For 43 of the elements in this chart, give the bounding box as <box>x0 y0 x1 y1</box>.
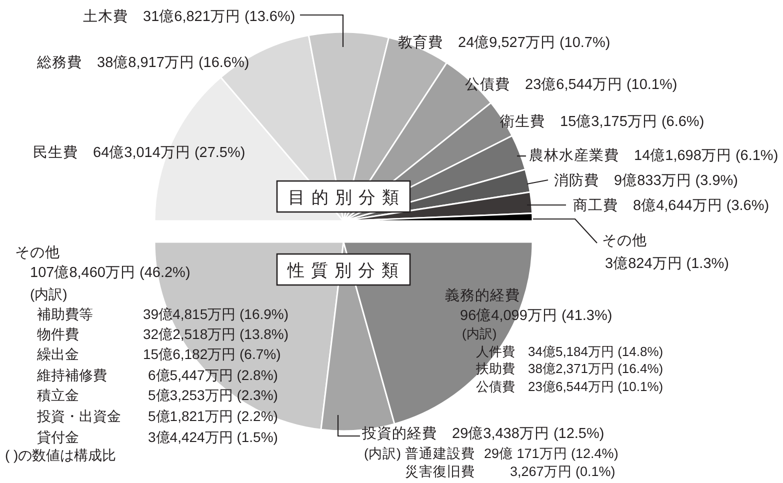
annotation: 5億1,821万円 (2.2%) <box>148 408 278 424</box>
annotation: 39億4,815万円 (16.9%) <box>143 306 289 322</box>
value-label: 107億8,460万円 (46.2%) <box>30 265 190 281</box>
annotation: (内訳) <box>364 446 401 461</box>
slice-label: 民生費 64億3,014万円 (27.5%) <box>33 145 246 161</box>
annotation: 投資・出資金 <box>37 408 121 424</box>
slice-label: 農林水産業費 14億1,698万円 (6.1%) <box>529 148 778 164</box>
annotation: 補助費等 <box>37 306 93 322</box>
annotation: 積立金 <box>37 387 79 403</box>
annotation: 29億 171万円 (12.4%) <box>484 446 618 461</box>
annotation: (内訳) <box>462 326 497 341</box>
slice-label: 衛生費 15億3,175万円 (6.6%) <box>500 114 704 130</box>
slice-label: 教育費 24億9,527万円 (10.7%) <box>398 35 610 51</box>
annotation: 5億3,253万円 (2.3%) <box>148 387 278 403</box>
annotation: 34億5,184万円 (14.8%) <box>528 344 664 359</box>
annotation: 物件費 <box>37 326 79 342</box>
slice-label: 総務費 38億8,917万円 (16.6%) <box>37 55 250 71</box>
annotation: 扶助費 <box>476 361 515 376</box>
category-label: 義務的経費 <box>445 288 520 304</box>
annotation: 災害復旧費 <box>405 464 475 479</box>
category-label: その他 <box>602 233 647 249</box>
annotation: 23億6,544万円 (10.1%) <box>528 379 664 394</box>
annotation: 繰出金 <box>37 346 79 362</box>
slice-label: 土木費 31億6,821万円 (13.6%) <box>83 9 296 25</box>
slice-label: 消防費 9億833万円 (3.9%) <box>554 173 738 189</box>
annotation: 普通建設費 <box>405 446 475 461</box>
value-label: 3億824万円 (1.3%) <box>605 256 729 272</box>
annotation: 6億5,447万円 (2.8%) <box>148 367 278 383</box>
annotation: ( )の数値は構成比 <box>5 447 116 463</box>
annotation: (内訳) <box>30 286 68 302</box>
annotation: 3,267万円 (0.1%) <box>510 464 616 479</box>
slice-label: 商工費 8億4,644万円 (3.6%) <box>573 198 770 214</box>
annotation: 維持補修費 <box>37 367 107 383</box>
annotation: 3億4,424万円 (1.5%) <box>148 429 278 445</box>
title: 性質別分類 <box>288 261 405 280</box>
category-label: その他 <box>15 245 60 261</box>
annotation: 15億6,182万円 (6.7%) <box>143 346 281 362</box>
annotation: 公債費 <box>476 379 515 394</box>
annotation: 貸付金 <box>37 429 79 445</box>
annotation: 32億2,518万円 (13.8%) <box>143 326 289 342</box>
title: 目的別分類 <box>288 188 406 207</box>
annotation: 38億2,371万円 (16.4%) <box>528 361 664 376</box>
slice-label: 投資的経費 29億3,438万円 (12.5%) <box>362 426 604 442</box>
